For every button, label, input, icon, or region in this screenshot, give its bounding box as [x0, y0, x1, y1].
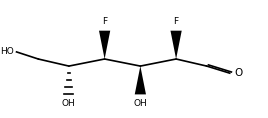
Text: F: F	[174, 17, 179, 26]
Polygon shape	[135, 66, 146, 94]
Text: OH: OH	[62, 99, 76, 108]
Text: OH: OH	[133, 99, 147, 108]
Polygon shape	[170, 31, 182, 59]
Text: HO: HO	[0, 47, 14, 56]
Text: O: O	[234, 68, 243, 78]
Text: F: F	[102, 17, 107, 26]
Polygon shape	[99, 31, 110, 59]
